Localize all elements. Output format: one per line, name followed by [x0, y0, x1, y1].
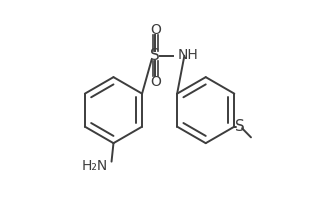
- Text: NH: NH: [178, 48, 199, 62]
- Text: H₂N: H₂N: [82, 160, 108, 174]
- Text: O: O: [150, 22, 161, 37]
- Text: O: O: [150, 75, 161, 89]
- Text: S: S: [235, 119, 244, 134]
- Text: S: S: [150, 48, 160, 63]
